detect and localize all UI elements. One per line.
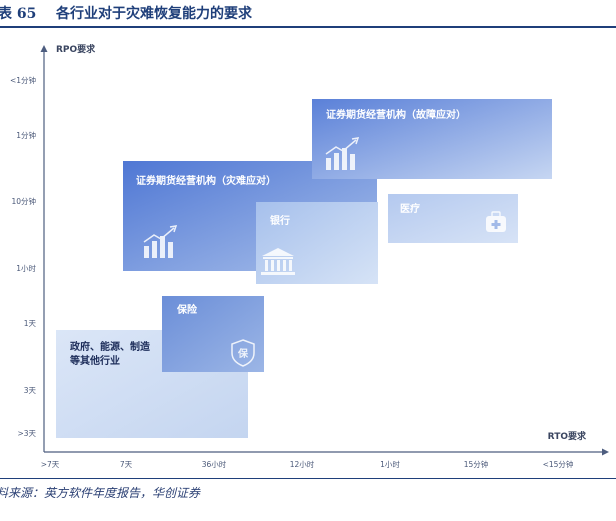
region-label: 政府、能源、制造: [70, 340, 151, 353]
regions: 政府、能源、制造等其他行业保险保证券期货经营机构（灾难应对）银行证券期货经营机构…: [56, 99, 552, 438]
region-label: 银行: [270, 214, 290, 227]
y-tick-label: 1分钟: [16, 130, 36, 140]
x-tick-label: 7天: [120, 460, 133, 469]
region-label: 等其他行业: [70, 354, 120, 367]
caption-title: 各行业对于灾难恢复能力的要求: [56, 6, 252, 22]
x-tick-label: 36小时: [202, 459, 227, 469]
x-tick-label: 1小时: [380, 459, 400, 469]
x-axis-title: RTO要求: [548, 430, 587, 442]
region-label: 证券期货经营机构（灾难应对）: [136, 174, 276, 187]
figure-caption: 表 65 各行业对于灾难恢复能力的要求: [0, 0, 616, 28]
y-axis-arrow: [40, 45, 48, 52]
y-tick-label: 1天: [24, 319, 37, 328]
caption-number: 表 65: [0, 6, 37, 22]
bar-chart-icon: [143, 225, 178, 258]
x-tick-label: 15分钟: [464, 459, 489, 469]
region-box: [256, 202, 378, 284]
region-label: 证券期货经营机构（故障应对）: [326, 108, 466, 121]
y-tick-label: >3天: [17, 429, 36, 438]
region-6: 医疗: [388, 194, 518, 243]
y-tick-label: 10分钟: [11, 196, 36, 206]
tick-labels: <1分钟 1分钟 10分钟 1小时 1天 3天 >3天 >7天 7天 36小时 12小时 1小时 15分…: [10, 75, 574, 469]
bank-icon: [261, 248, 295, 275]
x-tick-label: <15分钟: [543, 459, 574, 469]
bar-chart-icon: [325, 137, 360, 170]
region-label: 保险: [176, 303, 198, 316]
y-tick-label: 1小时: [16, 263, 36, 273]
axes: RPO要求 RTO要求: [40, 43, 609, 456]
y-tick-label: <1分钟: [10, 75, 37, 85]
x-tick-label: >7天: [41, 460, 60, 469]
requirements-chart: RPO要求 RTO要求 <1分钟 1分钟 10分钟 1小时 1天 3天 >3天 >7天 7天 36小…: [10, 43, 609, 469]
region-box: [162, 296, 264, 372]
region-5: 证券期货经营机构（故障应对）: [312, 99, 552, 179]
medical-kit-icon: [486, 211, 506, 232]
source-divider: [0, 478, 616, 479]
x-axis-arrow: [602, 448, 609, 456]
svg-text:保: 保: [237, 347, 249, 360]
y-axis-title: RPO要求: [56, 43, 96, 55]
x-tick-label: 12小时: [290, 459, 315, 469]
y-tick-label: 3天: [24, 386, 37, 395]
source-note: 料来源：英方软件年度报告，华创证券: [0, 486, 201, 500]
region-label: 医疗: [400, 202, 420, 215]
region-2: 保险保: [162, 296, 264, 372]
shield-icon: 保: [231, 339, 255, 367]
region-4: 银行: [256, 202, 378, 284]
